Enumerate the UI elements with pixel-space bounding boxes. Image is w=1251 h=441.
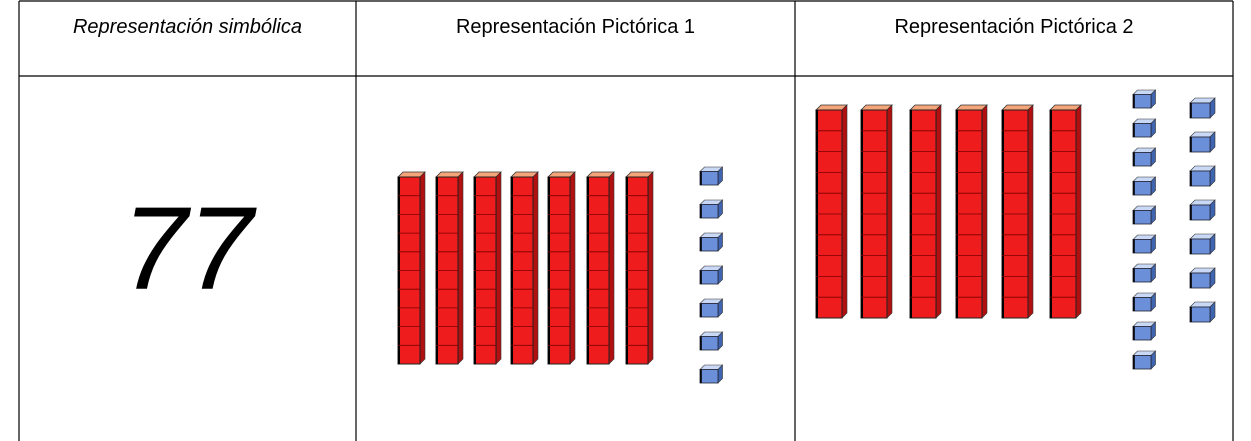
unit-cube bbox=[1190, 166, 1215, 186]
cube-front bbox=[700, 238, 718, 252]
header-cell: Representación Pictórica 2 bbox=[795, 0, 1233, 76]
cube-front bbox=[1190, 205, 1210, 220]
cube-front bbox=[1190, 307, 1210, 322]
rod-side bbox=[936, 105, 941, 318]
unit-cube bbox=[1133, 235, 1156, 253]
symbolic-number: 77 bbox=[19, 190, 356, 308]
unit-cube bbox=[1133, 293, 1156, 311]
cube-front bbox=[700, 370, 718, 384]
unit-cube bbox=[700, 233, 723, 251]
unit-cube bbox=[700, 299, 723, 317]
header-cell: Representación simbólica bbox=[19, 0, 356, 76]
unit-cube bbox=[1190, 268, 1215, 288]
cube-front bbox=[1133, 211, 1151, 225]
ten-rod bbox=[474, 172, 501, 364]
rod-side bbox=[609, 172, 614, 364]
cube-front bbox=[700, 337, 718, 351]
unit-cube bbox=[1190, 200, 1215, 220]
rod-side bbox=[533, 172, 538, 364]
rod-side bbox=[648, 172, 653, 364]
ten-rod bbox=[548, 172, 575, 364]
cube-front bbox=[1133, 298, 1151, 312]
cube-front bbox=[700, 271, 718, 285]
rod-side bbox=[1028, 105, 1033, 318]
rod-side bbox=[496, 172, 501, 364]
page: Representación simbólica Representación … bbox=[0, 0, 1251, 441]
unit-cube bbox=[700, 365, 723, 383]
unit-cube bbox=[1133, 177, 1156, 195]
ten-rod bbox=[398, 172, 425, 364]
ten-rod bbox=[910, 105, 941, 318]
ten-rod bbox=[861, 105, 892, 318]
unit-cube bbox=[700, 167, 723, 185]
cube-front bbox=[700, 205, 718, 219]
rod-side bbox=[842, 105, 847, 318]
ten-rod bbox=[587, 172, 614, 364]
rod-side bbox=[420, 172, 425, 364]
unit-cube bbox=[700, 332, 723, 350]
unit-cube bbox=[1133, 148, 1156, 166]
unit-cube bbox=[700, 266, 723, 284]
unit-cube bbox=[1190, 302, 1215, 322]
cube-front bbox=[1190, 239, 1210, 254]
cube-front bbox=[700, 172, 718, 186]
unit-cube bbox=[700, 200, 723, 218]
rod-side bbox=[1076, 105, 1081, 318]
unit-cube bbox=[1133, 351, 1156, 369]
ten-rod bbox=[816, 105, 847, 318]
ten-rod bbox=[956, 105, 987, 318]
cube-front bbox=[1133, 124, 1151, 138]
unit-cube bbox=[1133, 206, 1156, 224]
unit-cube bbox=[1190, 234, 1215, 254]
unit-cube bbox=[1133, 90, 1156, 108]
cube-front bbox=[1190, 273, 1210, 288]
ten-rod bbox=[1002, 105, 1033, 318]
cube-front bbox=[1190, 103, 1210, 118]
unit-cube bbox=[1133, 119, 1156, 137]
rod-side bbox=[570, 172, 575, 364]
unit-cube bbox=[1190, 98, 1215, 118]
cube-front bbox=[700, 304, 718, 318]
unit-cube bbox=[1190, 132, 1215, 152]
header-cell: Representación Pictórica 1 bbox=[356, 0, 795, 76]
cube-front bbox=[1133, 182, 1151, 196]
cube-front bbox=[1190, 137, 1210, 152]
cube-front bbox=[1133, 269, 1151, 283]
unit-cube bbox=[1133, 322, 1156, 340]
cube-front bbox=[1133, 327, 1151, 341]
cube-front bbox=[1133, 153, 1151, 167]
rod-side bbox=[458, 172, 463, 364]
ten-rod bbox=[436, 172, 463, 364]
cube-front bbox=[1133, 240, 1151, 254]
ten-rod bbox=[1050, 105, 1081, 318]
ten-rod bbox=[511, 172, 538, 364]
rod-side bbox=[982, 105, 987, 318]
unit-cube bbox=[1133, 264, 1156, 282]
ten-rod bbox=[626, 172, 653, 364]
cube-front bbox=[1190, 171, 1210, 186]
rod-side bbox=[887, 105, 892, 318]
cube-front bbox=[1133, 95, 1151, 109]
cube-front bbox=[1133, 356, 1151, 370]
